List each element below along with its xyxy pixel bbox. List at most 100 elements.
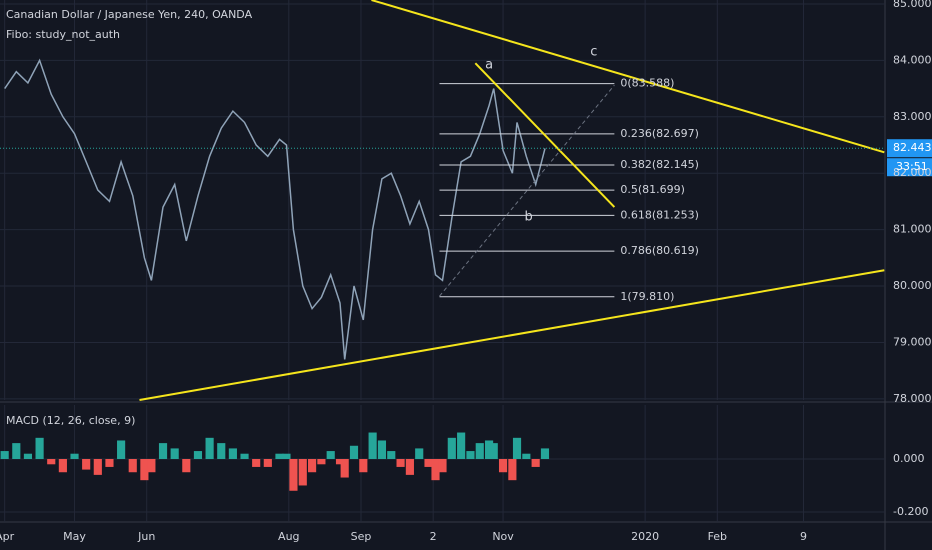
macd-bar <box>170 448 179 459</box>
x-tick-label: 9 <box>800 530 807 543</box>
x-tick-label: Aug <box>278 530 299 543</box>
fib-label: 0.382(82.145) <box>620 158 699 171</box>
wave-label: a <box>485 57 493 72</box>
x-tick-label: 2020 <box>631 530 659 543</box>
macd-bar <box>466 451 475 459</box>
macd-bar <box>275 453 284 459</box>
macd-title: MACD (12, 26, close, 9) <box>6 414 135 427</box>
y-tick-label: 0.000 <box>893 452 925 465</box>
macd-bar <box>475 443 484 459</box>
macd-bar <box>531 459 540 467</box>
macd-bar <box>140 459 149 481</box>
y-tick-label: 78.000 <box>893 392 932 405</box>
macd-bar <box>368 432 377 459</box>
trend-line <box>139 269 885 401</box>
macd-bar <box>93 459 102 475</box>
study-name: Fibo: study_not_auth <box>6 28 120 41</box>
fib-label: 0.236(82.697) <box>620 127 699 140</box>
macd-bar <box>298 459 307 486</box>
macd-bar <box>205 437 214 459</box>
macd-bar <box>70 453 79 459</box>
macd-bar <box>23 453 33 459</box>
wave-label: c <box>590 44 597 59</box>
y-tick-label: -0.200 <box>893 505 928 518</box>
macd-bar <box>359 459 368 473</box>
fib-label: 0.786(80.619) <box>620 244 699 257</box>
fib-label: 0.5(81.699) <box>620 183 685 196</box>
fib-label: 0(83.588) <box>620 77 674 90</box>
fib-label: 1(79.810) <box>620 290 674 303</box>
macd-bar <box>12 443 21 459</box>
macd-bar <box>0 451 9 459</box>
x-tick-label: Apr <box>0 530 15 543</box>
macd-bar <box>340 459 349 478</box>
y-tick-label: 83.000 <box>893 110 932 123</box>
macd-bar <box>485 440 494 459</box>
macd-bar <box>508 459 517 481</box>
macd-bar <box>289 459 298 491</box>
x-tick-label: 2 <box>430 530 437 543</box>
macd-bar <box>58 459 67 473</box>
trend-line <box>439 84 615 297</box>
macd-bar <box>405 459 414 475</box>
marks <box>0 0 932 491</box>
wave-label: b <box>525 210 533 225</box>
y-tick-label: 81.000 <box>893 223 932 236</box>
macd-bar <box>447 437 456 459</box>
macd-bar <box>263 459 272 467</box>
macd-bar <box>193 451 203 459</box>
macd-bar <box>35 437 44 459</box>
macd-bar <box>47 459 56 465</box>
macd-bar <box>489 443 498 459</box>
y-tick-label: 82.000 <box>893 166 932 179</box>
macd-bar <box>424 459 433 467</box>
last-price-box <box>887 139 932 158</box>
last-price-label: 82.443 <box>893 141 932 154</box>
macd-bar <box>335 459 345 465</box>
macd-bar <box>457 432 466 459</box>
y-tick-label: 79.000 <box>893 335 932 348</box>
x-tick-label: May <box>63 530 86 543</box>
y-tick-label: 85.000 <box>893 0 932 10</box>
macd-bar <box>317 459 326 465</box>
x-tick-label: Nov <box>492 530 514 543</box>
macd-bar <box>396 459 405 467</box>
trend-line <box>371 0 885 154</box>
macd-bar <box>158 443 168 459</box>
macd-bar <box>387 451 396 459</box>
macd-bar <box>308 459 317 473</box>
x-tick-label: Sep <box>351 530 372 543</box>
macd-bar <box>349 445 359 459</box>
y-tick-label: 84.000 <box>893 53 932 66</box>
macd-bar <box>326 451 335 459</box>
macd-bar <box>105 459 114 467</box>
macd-bar <box>117 440 126 459</box>
macd-bar <box>252 459 261 467</box>
macd-bar <box>82 459 91 470</box>
macd-bar <box>217 443 226 459</box>
macd-bar <box>240 453 249 459</box>
macd-bar <box>522 453 531 459</box>
macd-bar <box>512 437 522 459</box>
countdown-label: 33:51 <box>896 160 928 173</box>
macd-bar <box>377 440 387 459</box>
macd-bar <box>431 459 440 481</box>
x-tick-label: Jun <box>137 530 155 543</box>
macd-bar <box>182 459 191 473</box>
macd-bar <box>438 459 447 473</box>
countdown-box <box>887 158 932 177</box>
macd-bar <box>498 459 508 473</box>
macd-bar <box>415 448 424 459</box>
price-line <box>4 58 546 360</box>
macd-bar <box>147 459 156 473</box>
macd-bar <box>228 448 237 459</box>
y-tick-label: 80.000 <box>893 279 932 292</box>
macd-bar <box>540 448 550 459</box>
trend-line <box>474 62 616 208</box>
x-tick-label: Feb <box>708 530 727 543</box>
fib-label: 0.618(81.253) <box>620 208 699 221</box>
macd-bar <box>128 459 137 473</box>
